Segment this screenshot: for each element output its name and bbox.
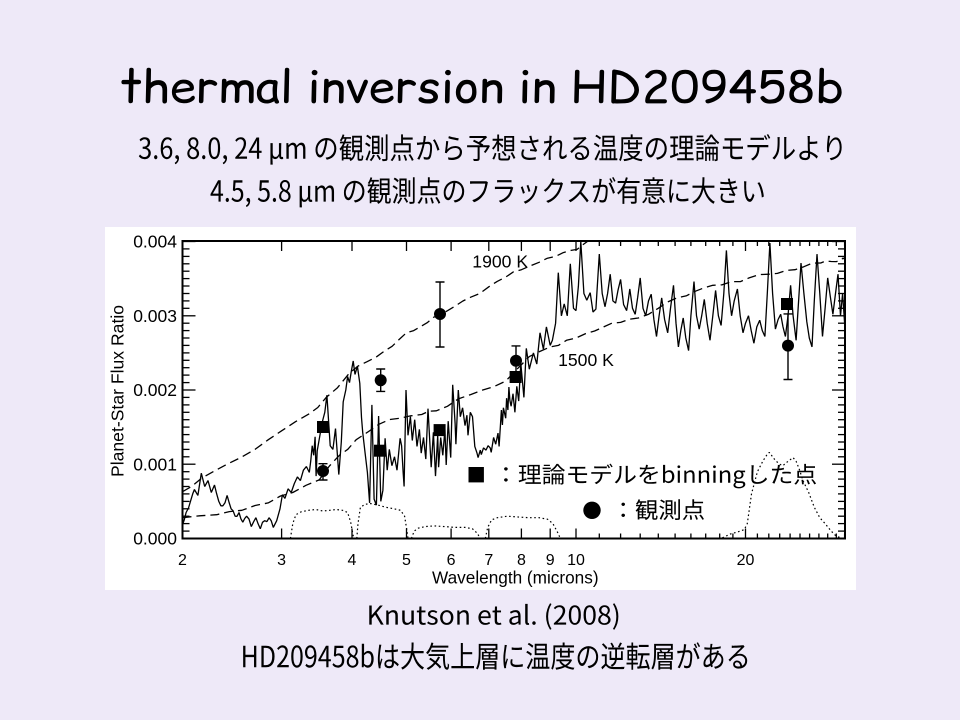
- svg-text:0.003: 0.003: [133, 306, 177, 326]
- svg-text:Wavelength (microns): Wavelength (microns): [432, 568, 599, 588]
- svg-text:10: 10: [567, 552, 585, 569]
- svg-text:8: 8: [517, 552, 526, 569]
- svg-text:9: 9: [546, 552, 555, 569]
- svg-text:1900 K: 1900 K: [472, 252, 528, 272]
- svg-text:3: 3: [277, 552, 286, 569]
- svg-text:7: 7: [484, 552, 493, 569]
- svg-text:1500 K: 1500 K: [558, 350, 614, 370]
- svg-text:5: 5: [402, 552, 411, 569]
- svg-text:0.001: 0.001: [133, 454, 177, 474]
- svg-text:0.000: 0.000: [133, 529, 177, 549]
- svg-text:6: 6: [447, 552, 456, 569]
- svg-text:2: 2: [178, 552, 187, 569]
- svg-text:0.002: 0.002: [133, 380, 177, 400]
- svg-text:Planet-Star Flux Ratio: Planet-Star Flux Ratio: [107, 305, 127, 477]
- svg-text:4: 4: [348, 552, 357, 569]
- svg-text:20: 20: [737, 552, 755, 569]
- svg-text:0.004: 0.004: [133, 232, 177, 252]
